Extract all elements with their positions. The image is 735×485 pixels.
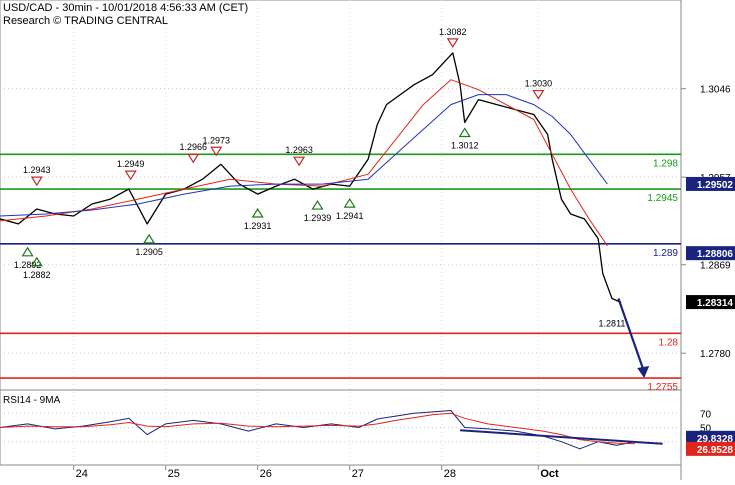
- swing-low-label: 1.2941: [336, 211, 364, 221]
- price-tick-label: 1.2869: [700, 261, 731, 272]
- price-box-label: 1.28806: [697, 249, 734, 260]
- swing-high-marker: [532, 89, 545, 100]
- swing-low-marker: [30, 256, 43, 267]
- price-box-label: 1.28314: [697, 298, 734, 309]
- price-box: [686, 295, 735, 310]
- swing-high-marker: [210, 146, 223, 157]
- time-tick-label: 24: [76, 468, 88, 480]
- level-label: 1.28: [659, 337, 679, 348]
- chart-subtitle: Research © TRADING CENTRAL: [3, 15, 168, 27]
- price-box: [686, 246, 735, 261]
- rsi-value-label: 26.9528: [697, 445, 734, 456]
- swing-high-label: 1.2966: [179, 142, 207, 152]
- swing-high-marker: [30, 176, 43, 187]
- swing-high-label: 1.2973: [202, 135, 230, 145]
- swing-high-label: 1.3030: [525, 79, 553, 89]
- series-layer: [0, 52, 650, 379]
- swing-high-label: 1.2943: [23, 165, 51, 175]
- rsi-value-label: 29.8328: [697, 434, 734, 445]
- swing-low-marker: [343, 197, 356, 208]
- horizontal-levels: 1.298 1.2945 1.289 1.28 1.2755: [0, 153, 681, 393]
- rsi-layer: [0, 410, 663, 450]
- swing-low-marker: [311, 199, 324, 210]
- price-box-label: 1.29502: [697, 180, 734, 191]
- price-series-line: [0, 52, 622, 304]
- rsi-tick-label: 50: [700, 424, 712, 435]
- swing-low-marker: [458, 127, 471, 138]
- price-tick-label: 1.2780: [700, 349, 731, 360]
- level-label: 1.289: [653, 248, 678, 259]
- swing-low-label: 1.2882: [23, 270, 51, 280]
- time-tick-label: 26: [260, 468, 272, 480]
- swing-high-label: 1.3082: [439, 27, 467, 37]
- ma-slow-line: [0, 94, 608, 217]
- price-panel: [0, 0, 682, 391]
- swing-label: 1.2811: [599, 318, 626, 328]
- rsi-value-box: [686, 430, 735, 445]
- swing-high-marker: [124, 170, 137, 181]
- price-box: [686, 176, 735, 191]
- swing-low-label: 1.2931: [244, 221, 272, 231]
- level-label: 1.2945: [647, 193, 678, 204]
- rsi-title: RSI14 - 9MA: [3, 395, 61, 406]
- swing-low-label: 1.2905: [135, 247, 163, 257]
- swing-low-marker: [143, 233, 156, 244]
- chart-title: USD/CAD - 30min - 10/01/2018 4:56:33 AM …: [3, 2, 248, 14]
- level-label: 1.2755: [647, 382, 678, 393]
- ma-fast-line: [0, 79, 608, 247]
- price-tick-label: 1.3046: [700, 85, 731, 96]
- time-tick-label: 27: [352, 468, 364, 480]
- swing-high-label: 1.2963: [285, 145, 313, 155]
- swing-high-marker: [446, 38, 459, 49]
- time-tick-label: Oct: [540, 468, 559, 480]
- swing-low-marker: [21, 246, 34, 257]
- time-tick-label: 28: [444, 468, 456, 480]
- swing-high-marker: [187, 153, 200, 164]
- rsi-ma-line: [0, 412, 636, 445]
- swing-low-label: 1.2892: [14, 260, 42, 270]
- swing-low-label: 1.2939: [304, 213, 332, 223]
- forecast-arrow-shaft: [617, 298, 646, 373]
- axes: 1.30461.29571.28691.27802425262728Oct1.2…: [73, 85, 735, 480]
- rsi-trendline: [460, 429, 663, 445]
- time-tick-label: 25: [168, 468, 180, 480]
- rsi-line: [0, 410, 636, 450]
- swing-low-label: 1.3012: [451, 140, 479, 150]
- swing-high-label: 1.2949: [117, 159, 145, 169]
- swing-high-marker: [293, 156, 306, 167]
- swing-markers: 1.29431.28921.28821.29491.29051.29661.29…: [14, 27, 626, 328]
- level-label: 1.298: [653, 158, 678, 169]
- grid: [0, 0, 681, 465]
- swing-low-marker: [251, 207, 264, 218]
- forecast-arrow-head: [637, 366, 650, 379]
- rsi-value-box: [686, 441, 735, 456]
- rsi-tick-label: 70: [700, 409, 712, 420]
